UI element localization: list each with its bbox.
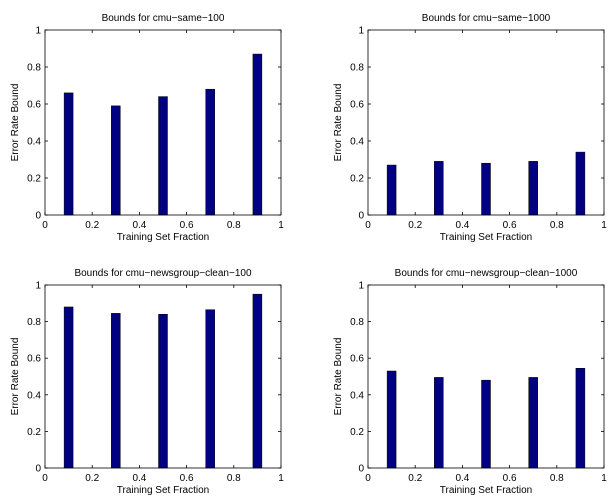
x-tick-label: 0.8 <box>227 473 241 484</box>
chart-title: Bounds for cmu−same−100 <box>102 13 225 24</box>
bar <box>158 96 168 216</box>
x-tick-label: 0.2 <box>85 473 99 484</box>
x-tick-label: 0 <box>365 220 371 231</box>
x-tick-label: 0 <box>42 220 48 231</box>
y-tick-label: 0.8 <box>27 317 41 328</box>
x-tick-label: 0.4 <box>132 473 146 484</box>
bar <box>111 313 121 469</box>
x-tick-label: 0.6 <box>503 473 517 484</box>
bar <box>575 368 586 469</box>
y-tick-label: 0.2 <box>27 427 41 438</box>
x-tick-label: 1 <box>278 473 284 484</box>
y-tick-label: 0 <box>35 464 41 475</box>
x-tick-label: 1 <box>601 473 607 484</box>
y-axis-label: Error Rate Bound <box>333 338 344 416</box>
y-tick-label: 0.6 <box>27 354 41 365</box>
y-tick-label: 0 <box>358 464 364 475</box>
y-tick-label: 0.8 <box>350 63 364 74</box>
x-tick-label: 0.4 <box>132 220 146 231</box>
y-tick-label: 1 <box>35 26 41 37</box>
x-tick-label: 0.8 <box>227 220 241 231</box>
x-axis-label: Training Set Fraction <box>117 232 209 243</box>
axes-box <box>367 29 605 216</box>
x-tick-label: 0.8 <box>550 220 564 231</box>
bar <box>205 309 215 469</box>
axes-box <box>367 284 605 469</box>
y-tick-label: 0.4 <box>350 390 364 401</box>
x-tick-label: 1 <box>601 220 607 231</box>
y-tick-label: 0.2 <box>350 427 364 438</box>
bar <box>386 370 397 469</box>
x-tick-label: 0.8 <box>550 473 564 484</box>
y-tick-label: 0 <box>358 211 364 222</box>
y-tick-label: 0.4 <box>27 137 41 148</box>
y-tick-label: 0.6 <box>350 100 364 111</box>
x-tick-label: 0.2 <box>408 473 422 484</box>
y-tick-label: 0.8 <box>350 317 364 328</box>
y-tick-label: 0.2 <box>27 174 41 185</box>
x-tick-label: 0.6 <box>503 220 517 231</box>
bar <box>434 161 444 216</box>
x-tick-label: 0.6 <box>180 220 194 231</box>
bar <box>111 105 121 216</box>
y-tick-label: 0 <box>35 211 41 222</box>
x-axis-label: Training Set Fraction <box>117 485 209 496</box>
axes-box <box>44 284 282 469</box>
x-tick-label: 0.4 <box>455 220 469 231</box>
bar <box>252 293 263 469</box>
y-tick-label: 1 <box>358 26 364 37</box>
y-tick-label: 0.2 <box>350 174 364 185</box>
bar <box>252 53 263 216</box>
y-tick-label: 0.8 <box>27 63 41 74</box>
bar <box>481 162 491 216</box>
y-tick-label: 0.4 <box>350 137 364 148</box>
bar <box>205 88 215 216</box>
y-tick-label: 1 <box>35 281 41 292</box>
bar <box>158 314 168 469</box>
x-tick-label: 0 <box>365 473 371 484</box>
y-axis-label: Error Rate Bound <box>333 84 344 162</box>
bar <box>386 164 397 216</box>
y-axis-label: Error Rate Bound <box>10 338 21 416</box>
bar <box>528 161 538 216</box>
bar <box>528 377 538 469</box>
x-tick-label: 0 <box>42 473 48 484</box>
bar <box>63 306 74 469</box>
chart-title: Bounds for cmu−newsgroup−clean−1000 <box>395 268 578 279</box>
x-tick-label: 0.6 <box>180 473 194 484</box>
chart-title: Bounds for cmu−same−1000 <box>422 13 551 24</box>
y-tick-label: 0.6 <box>27 100 41 111</box>
x-tick-label: 0.4 <box>455 473 469 484</box>
x-axis-label: Training Set Fraction <box>440 485 532 496</box>
bar <box>575 151 586 216</box>
y-axis-label: Error Rate Bound <box>10 84 21 162</box>
x-axis-label: Training Set Fraction <box>440 232 532 243</box>
chart-title: Bounds for cmu−newsgroup−clean−100 <box>74 268 252 279</box>
y-tick-label: 0.6 <box>350 354 364 365</box>
bar <box>481 379 491 469</box>
bar <box>63 92 74 216</box>
y-tick-label: 1 <box>358 281 364 292</box>
axes-box <box>44 29 282 216</box>
y-tick-label: 0.4 <box>27 390 41 401</box>
x-tick-label: 0.2 <box>85 220 99 231</box>
bar <box>434 377 444 469</box>
x-tick-label: 0.2 <box>408 220 422 231</box>
x-tick-label: 1 <box>278 220 284 231</box>
